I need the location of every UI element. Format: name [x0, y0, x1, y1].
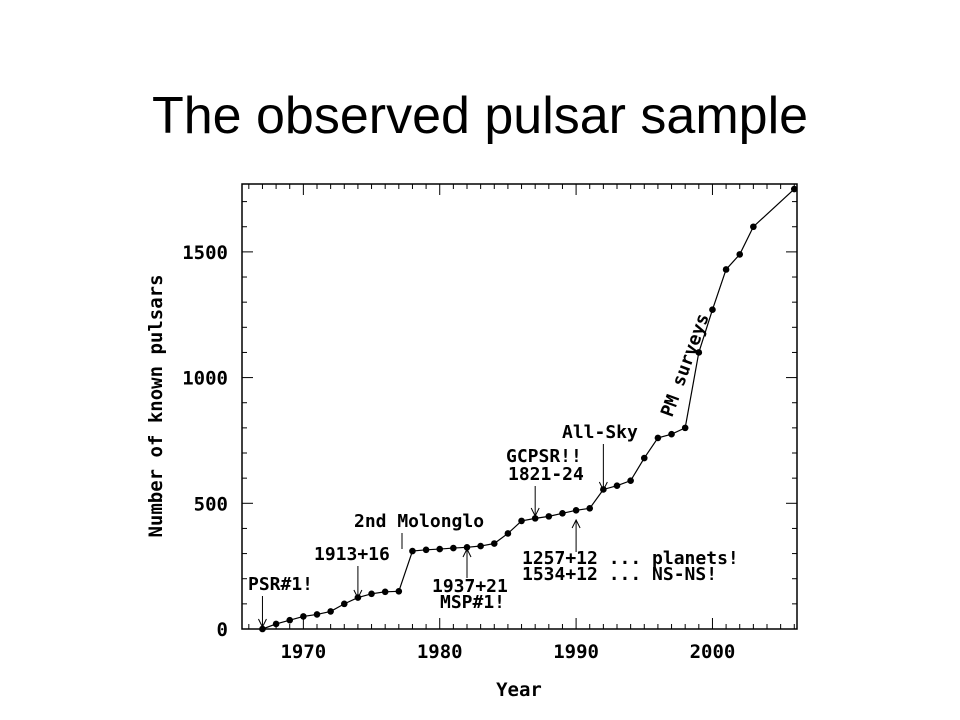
data-point — [695, 349, 703, 356]
data-point — [654, 434, 662, 442]
annotation-gcpsr: GCPSR!! — [506, 446, 582, 467]
x-axis-label: Year — [496, 679, 542, 701]
data-point — [559, 510, 566, 517]
data-point — [722, 266, 730, 273]
data-point — [518, 517, 525, 525]
data-point — [790, 185, 798, 193]
annotation-1821-arrow-head — [530, 507, 540, 518]
annotation-1913-arrow-head — [353, 589, 363, 600]
annotation-1534: 1534+12 ... NS-NS! — [522, 564, 717, 585]
data-point — [681, 424, 689, 432]
data-point — [613, 482, 621, 489]
data-point — [327, 608, 334, 615]
data-point — [286, 616, 294, 624]
data-point — [300, 613, 307, 620]
data-point — [340, 600, 348, 608]
data-point — [504, 530, 512, 537]
annotation-psr1-arrow-head — [258, 618, 267, 629]
y-tick-label: 1000 — [182, 368, 228, 390]
data-point — [477, 542, 484, 550]
annotation-1821: 1821-24 — [508, 464, 584, 485]
data-point — [668, 430, 675, 438]
data-point — [750, 223, 757, 231]
slide-title: The observed pulsar sample — [151, 87, 809, 145]
data-point — [259, 625, 266, 633]
annotation-1937-arrow-head — [462, 547, 472, 558]
data-point — [450, 544, 457, 552]
y-tick-label: 500 — [194, 493, 228, 515]
data-point — [586, 505, 594, 512]
annotation-psr1: PSR#1! — [248, 574, 313, 595]
annotation-allsky: All-Sky — [562, 422, 638, 443]
data-point — [709, 306, 716, 314]
data-point — [422, 546, 430, 554]
data-point — [736, 251, 744, 258]
x-tick-label: 2000 — [690, 641, 736, 663]
annotation-1913: 1913+16 — [314, 544, 390, 565]
annotation-msp1: MSP#1! — [440, 592, 505, 613]
y-axis-label: Number of known pulsars — [145, 274, 167, 537]
plot-frame — [241, 183, 798, 630]
data-point — [490, 540, 498, 547]
x-tick-label: 1980 — [417, 641, 463, 663]
data-point — [313, 611, 321, 618]
data-point — [640, 454, 648, 462]
data-point — [627, 477, 634, 484]
data-point — [572, 507, 580, 514]
y-tick-label: 1500 — [182, 242, 228, 264]
data-point — [395, 587, 403, 595]
data-point — [545, 513, 553, 520]
x-tick-label: 1990 — [553, 641, 599, 663]
data-point — [409, 547, 416, 555]
data-point — [463, 543, 471, 551]
annotation-pm-surveys: PM surveys — [657, 311, 714, 420]
data-point — [381, 588, 389, 596]
data-point — [272, 620, 280, 628]
annotation-molonglo: 2nd Molonglo — [354, 511, 484, 532]
data-point — [531, 515, 539, 522]
annotation-1257-arrow-head — [571, 518, 581, 529]
annotation-allsky-arrow-head — [598, 481, 608, 492]
annotation-1257: 1257+12 ... planets! — [522, 548, 739, 569]
x-tick-label: 1970 — [280, 641, 326, 663]
annotation-1937: 1937+21 — [432, 576, 508, 597]
data-point — [368, 590, 375, 598]
y-tick-label: 0 — [217, 619, 228, 641]
data-point — [436, 545, 444, 553]
